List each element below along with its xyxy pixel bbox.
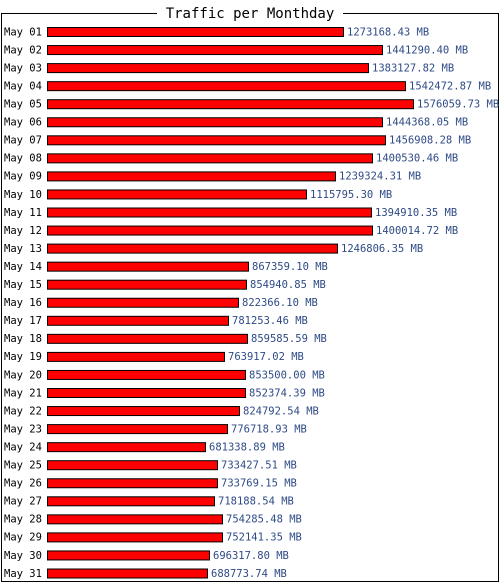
bar bbox=[47, 550, 210, 561]
value-label: 1576059.73 MB bbox=[417, 99, 499, 111]
value-label: 718188.54 MB bbox=[218, 496, 294, 508]
bar bbox=[47, 171, 336, 182]
category-label: May 04 bbox=[4, 80, 42, 92]
category-label: May 16 bbox=[4, 297, 42, 309]
category-label: May 13 bbox=[4, 243, 42, 255]
value-label: 696317.80 MB bbox=[213, 550, 289, 562]
category-label: May 09 bbox=[4, 171, 42, 183]
value-label: 852374.39 MB bbox=[249, 387, 325, 399]
bar bbox=[47, 514, 223, 525]
category-label: May 20 bbox=[4, 369, 42, 381]
category-label: May 25 bbox=[4, 460, 42, 472]
value-label: 1441290.40 MB bbox=[386, 44, 468, 56]
value-label: 688773.74 MB bbox=[211, 568, 287, 580]
value-label: 776718.93 MB bbox=[231, 423, 307, 435]
category-label: May 01 bbox=[4, 26, 42, 38]
bar bbox=[47, 478, 218, 489]
category-label: May 31 bbox=[4, 568, 42, 580]
value-label: 1273168.43 MB bbox=[347, 26, 429, 38]
category-label: May 29 bbox=[4, 532, 42, 544]
value-label: 1383127.82 MB bbox=[372, 62, 454, 74]
value-label: 1394910.35 MB bbox=[375, 207, 457, 219]
category-label: May 11 bbox=[4, 207, 42, 219]
value-label: 763917.02 MB bbox=[228, 351, 304, 363]
bar bbox=[47, 153, 373, 164]
bar bbox=[47, 225, 373, 236]
bar bbox=[47, 532, 223, 543]
value-label: 733427.51 MB bbox=[221, 460, 297, 472]
category-label: May 22 bbox=[4, 405, 42, 417]
category-label: May 15 bbox=[4, 279, 42, 291]
category-label: May 17 bbox=[4, 315, 42, 327]
bar bbox=[47, 369, 246, 380]
bar bbox=[47, 351, 225, 362]
category-label: May 06 bbox=[4, 117, 42, 129]
bar bbox=[47, 496, 215, 507]
category-label: May 03 bbox=[4, 62, 42, 74]
category-label: May 14 bbox=[4, 261, 42, 273]
bar bbox=[47, 135, 386, 146]
value-label: 1400530.46 MB bbox=[376, 153, 458, 165]
bar bbox=[47, 27, 344, 37]
value-label: 752141.35 MB bbox=[226, 532, 302, 544]
value-label: 822366.10 MB bbox=[242, 297, 318, 309]
bar bbox=[47, 297, 239, 308]
bar bbox=[47, 333, 248, 344]
category-label: May 23 bbox=[4, 423, 42, 435]
value-label: 824792.54 MB bbox=[243, 405, 319, 417]
category-label: May 24 bbox=[4, 441, 42, 453]
value-label: 1246806.35 MB bbox=[341, 243, 423, 255]
value-label: 1115795.30 MB bbox=[310, 189, 392, 201]
category-label: May 10 bbox=[4, 189, 42, 201]
value-label: 853500.00 MB bbox=[249, 369, 325, 381]
value-label: 733769.15 MB bbox=[221, 478, 297, 490]
category-label: May 12 bbox=[4, 225, 42, 237]
bar bbox=[47, 45, 383, 56]
bar bbox=[47, 99, 414, 110]
category-label: May 26 bbox=[4, 478, 42, 490]
value-label: 854940.85 MB bbox=[250, 279, 326, 291]
bar bbox=[47, 315, 229, 326]
value-label: 754285.48 MB bbox=[226, 514, 302, 526]
bar bbox=[47, 460, 218, 471]
bar bbox=[47, 406, 240, 417]
bar bbox=[47, 207, 372, 218]
category-label: May 18 bbox=[4, 333, 42, 345]
bar bbox=[47, 261, 249, 272]
category-label: May 05 bbox=[4, 99, 42, 111]
category-label: May 21 bbox=[4, 387, 42, 399]
value-label: 867359.10 MB bbox=[252, 261, 328, 273]
value-label: 781253.46 MB bbox=[232, 315, 308, 327]
bar bbox=[47, 442, 206, 453]
value-label: 1400014.72 MB bbox=[376, 225, 458, 237]
category-label: May 30 bbox=[4, 550, 42, 562]
category-label: May 19 bbox=[4, 351, 42, 363]
bar bbox=[47, 117, 383, 128]
category-label: May 28 bbox=[4, 514, 42, 526]
bar bbox=[47, 243, 338, 254]
bar bbox=[47, 63, 369, 74]
chart-title-background bbox=[157, 6, 343, 21]
value-label: 681338.89 MB bbox=[209, 441, 285, 453]
value-label: 1542472.87 MB bbox=[409, 80, 491, 92]
category-label: May 27 bbox=[4, 496, 42, 508]
category-label: May 07 bbox=[4, 135, 42, 147]
bar bbox=[47, 189, 307, 200]
value-label: 1239324.31 MB bbox=[339, 171, 421, 183]
value-label: 1444368.05 MB bbox=[386, 117, 468, 129]
bar bbox=[47, 424, 228, 435]
bar bbox=[47, 279, 247, 290]
value-label: 1456908.28 MB bbox=[389, 135, 471, 147]
chart-title: Traffic per Monthday bbox=[166, 6, 335, 22]
bar bbox=[47, 81, 406, 92]
category-label: May 08 bbox=[4, 153, 42, 165]
bar bbox=[47, 388, 246, 398]
value-label: 859585.59 MB bbox=[251, 333, 327, 345]
bar bbox=[47, 568, 208, 579]
category-label: May 02 bbox=[4, 44, 42, 56]
